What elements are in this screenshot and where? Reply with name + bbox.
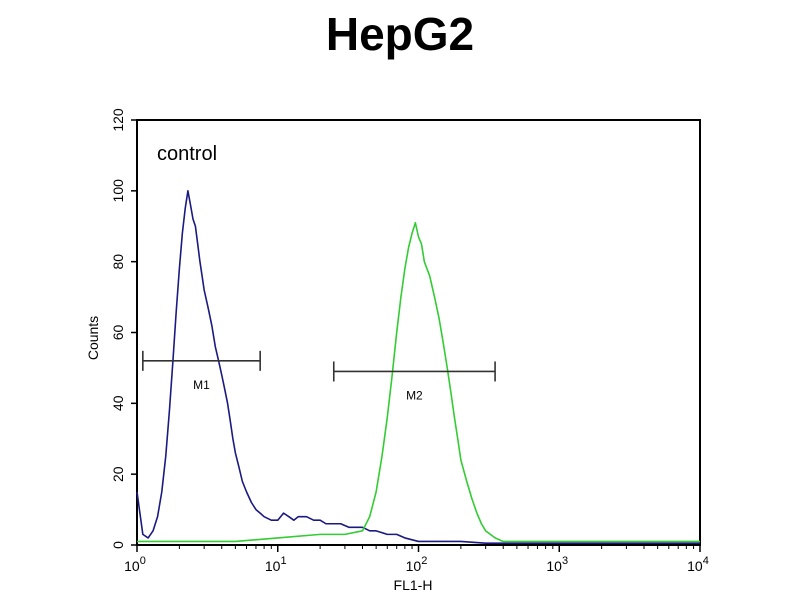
gate-marker-m1: M1 — [142, 350, 261, 392]
gate-label-m1: M1 — [193, 378, 210, 392]
histogram-series-2 — [137, 221, 700, 543]
histogram-series-1 — [136, 190, 700, 545]
y-tick-label: 60 — [110, 325, 126, 341]
y-axis-label: Counts — [85, 316, 101, 360]
y-tick-label: 120 — [110, 108, 126, 132]
chart-title: HepG2 — [326, 8, 474, 60]
annotation-control: control — [157, 143, 217, 165]
plot-frame — [136, 119, 701, 546]
y-tick-label: 20 — [110, 466, 126, 482]
x-tick-label: 104 — [687, 555, 709, 574]
y-axis-ticks: 0 20 40 60 80 100 120 — [110, 108, 137, 549]
marker-layer: M1 M2 — [142, 350, 496, 403]
x-axis-ticks: 100 101 102 103 104 — [124, 545, 709, 574]
x-tick-label: 100 — [124, 555, 146, 574]
series-layer — [136, 190, 700, 545]
y-tick-label: 0 — [110, 541, 126, 549]
x-tick-label: 102 — [406, 555, 428, 574]
y-tick-label: 80 — [110, 254, 126, 270]
y-tick-label: 100 — [110, 179, 126, 203]
gate-marker-m2: M2 — [332, 361, 496, 403]
gate-label-m2: M2 — [406, 389, 423, 403]
x-axis-label: FL1-H — [394, 577, 433, 593]
y-tick-label: 40 — [110, 395, 126, 411]
x-tick-label: 101 — [265, 555, 287, 574]
x-tick-label: 103 — [546, 555, 568, 574]
